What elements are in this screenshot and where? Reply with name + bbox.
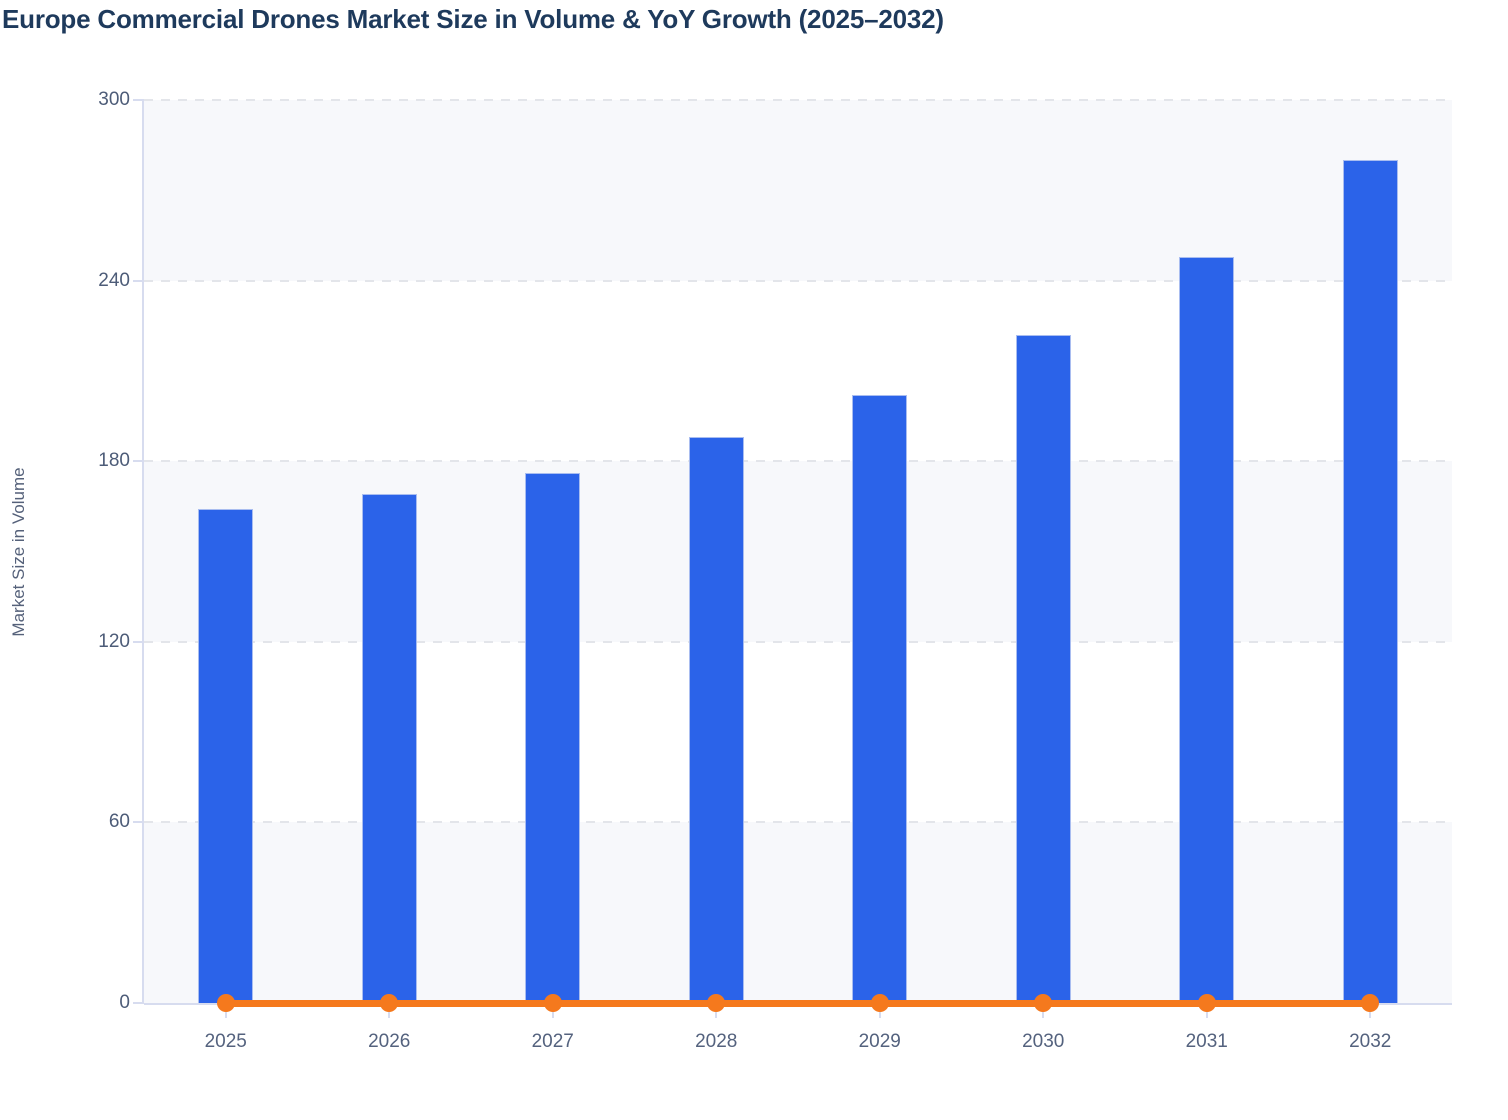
bar-2031[interactable] <box>1179 256 1235 1003</box>
x-label-2026: 2026 <box>368 1031 411 1052</box>
bar-2026[interactable] <box>361 494 417 1003</box>
y-tick-mark-240 <box>133 279 144 282</box>
yoy-marker-2028[interactable] <box>707 994 726 1012</box>
yoy-marker-2029[interactable] <box>870 994 889 1012</box>
gridline-180 <box>144 460 1452 463</box>
y-tick-mark-180 <box>133 460 144 463</box>
y-axis-line <box>142 100 144 1003</box>
plot-area <box>142 99 1452 1012</box>
bar-2032[interactable] <box>1342 160 1398 1003</box>
gridline-60 <box>144 821 1452 824</box>
bar-2029[interactable] <box>852 394 908 1003</box>
y-axis: 0 60 120 180 240 300 <box>0 89 144 1013</box>
bar-2027[interactable] <box>525 473 581 1003</box>
x-label-2028: 2028 <box>695 1031 738 1052</box>
y-tick-mark-120 <box>133 640 144 643</box>
x-axis: 2025 2026 2027 2028 2029 2030 2031 2032 <box>144 1005 1452 1075</box>
gridline-240 <box>144 279 1452 282</box>
chart-title: Europe Commercial Drones Market Size in … <box>2 4 944 34</box>
bar-2028[interactable] <box>688 437 744 1003</box>
y-tick-label-60: 60 <box>108 811 130 833</box>
y-tick-label-0: 0 <box>119 992 130 1013</box>
gridline-300 <box>144 99 1452 101</box>
bar-2030[interactable] <box>1015 334 1071 1003</box>
y-tick-mark-60 <box>133 821 144 824</box>
x-label-2030: 2030 <box>1022 1031 1065 1052</box>
yoy-marker-2030[interactable] <box>1034 994 1053 1012</box>
plot-band <box>144 461 1452 642</box>
x-label-2031: 2031 <box>1185 1031 1228 1052</box>
plot-band <box>144 100 1452 281</box>
yoy-growth-line[interactable] <box>225 999 1371 1007</box>
yoy-marker-2026[interactable] <box>380 994 399 1012</box>
yoy-marker-2031[interactable] <box>1197 994 1216 1012</box>
yoy-marker-2032[interactable] <box>1361 994 1380 1012</box>
x-label-2025: 2025 <box>204 1031 247 1052</box>
yoy-marker-2025[interactable] <box>216 994 235 1012</box>
y-tick-label-120: 120 <box>98 630 130 652</box>
bar-2025[interactable] <box>198 509 254 1003</box>
x-label-2032: 2032 <box>1349 1031 1392 1052</box>
x-label-2027: 2027 <box>531 1031 574 1052</box>
plot-band <box>144 642 1452 823</box>
x-label-2029: 2029 <box>858 1031 901 1052</box>
y-tick-mark-300 <box>133 99 144 101</box>
y-tick-label-300: 300 <box>98 89 130 110</box>
y-tick-label-180: 180 <box>98 450 130 472</box>
gridline-120 <box>144 640 1452 643</box>
y-tick-mark-0 <box>133 1002 144 1004</box>
plot-band <box>144 822 1452 1003</box>
plot-band <box>144 281 1452 462</box>
y-tick-label-240: 240 <box>98 269 130 291</box>
yoy-marker-2027[interactable] <box>543 994 562 1012</box>
